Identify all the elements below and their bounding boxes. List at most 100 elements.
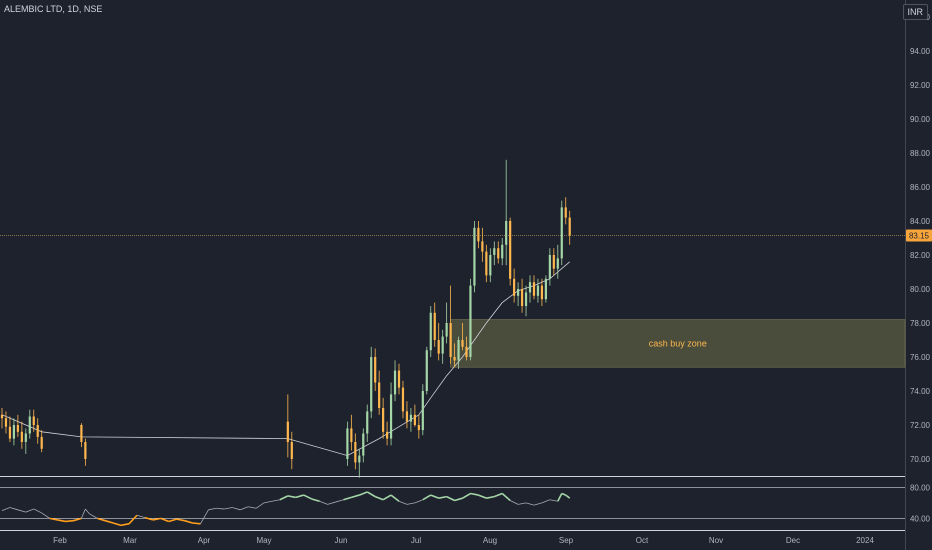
candle-body	[457, 340, 460, 361]
candle-body	[12, 425, 16, 439]
candle-body	[362, 433, 365, 456]
rsi-segment	[176, 518, 185, 522]
rsi-segment	[430, 494, 439, 499]
rsi-segment	[49, 517, 58, 521]
symbol-label: ALEMBIC LTD, 1D, NSE	[4, 4, 103, 14]
candle-body	[389, 394, 393, 439]
candle-body	[346, 428, 349, 459]
rsi-segment	[509, 500, 519, 505]
rsi-segment	[366, 491, 376, 498]
candle-body	[465, 346, 468, 357]
candle-body	[374, 357, 377, 383]
rsi-segment	[120, 523, 130, 527]
rsi-segment	[112, 522, 122, 527]
rsi-segment	[97, 517, 106, 522]
rsi-segment	[454, 497, 463, 502]
candle-body	[28, 416, 31, 434]
x-tick-label: May	[256, 536, 271, 545]
candle-body	[290, 442, 293, 459]
rsi-segment	[351, 494, 360, 499]
candle-body	[429, 312, 432, 351]
y-tick-label: 90.00	[910, 115, 931, 124]
rsi-segment	[561, 492, 567, 496]
candle-body	[366, 411, 369, 434]
candle-body	[449, 323, 452, 357]
rsi-segment	[200, 509, 209, 524]
candle-body	[4, 418, 8, 427]
rsi-segment	[311, 498, 320, 503]
y-tick-label: 72.00	[910, 421, 931, 430]
rsi-segment	[57, 519, 66, 523]
y-tick-label: 80.00	[910, 285, 931, 294]
x-tick-label: Sep	[559, 536, 574, 545]
rsi-segment	[565, 494, 571, 499]
candle-body	[20, 431, 23, 442]
rsi-segment	[136, 514, 146, 518]
rsi-segment	[25, 508, 34, 513]
rsi-segment	[414, 499, 423, 504]
candle-body	[405, 411, 409, 422]
cash-buy-zone	[450, 319, 906, 368]
candle-body	[528, 282, 532, 293]
rsi-segment	[486, 495, 495, 499]
rsi-segment	[271, 499, 280, 502]
rsi-segment	[398, 500, 408, 505]
rsi-segment	[263, 500, 273, 504]
rsi-segment	[216, 507, 225, 510]
x-tick-label: Aug	[483, 536, 497, 545]
candle-body	[509, 221, 512, 279]
rsi-segment	[525, 502, 535, 506]
x-tick-label: Jul	[411, 536, 421, 545]
rsi-segment	[549, 499, 558, 502]
candle-body	[286, 421, 289, 442]
candle-body	[358, 455, 361, 463]
candle-body	[417, 425, 420, 431]
candle-body	[560, 207, 563, 259]
last-price-tag	[906, 229, 932, 242]
candle-body	[413, 414, 416, 425]
rsi-segment	[335, 499, 344, 503]
candle-body	[536, 285, 540, 296]
candle-body	[540, 285, 544, 300]
y-tick-label: 82.00	[910, 251, 931, 260]
candle-body	[477, 227, 480, 242]
currency-button[interactable]: INR	[902, 4, 928, 20]
candle-body	[552, 255, 555, 269]
candle-body	[505, 221, 508, 245]
rsi-segment	[248, 506, 257, 509]
candle-body	[382, 408, 385, 432]
candle-body	[493, 248, 496, 255]
y-tick-label: 78.00	[910, 319, 931, 328]
candle-body	[517, 289, 520, 296]
x-tick-label: Mar	[123, 536, 137, 545]
x-tick-label: 2024	[856, 536, 874, 545]
candle-body	[497, 248, 500, 259]
rsi-segment	[17, 509, 26, 513]
candle-body	[393, 370, 397, 395]
candle-body	[481, 241, 484, 252]
rsi-segment	[406, 502, 415, 505]
rsi-segment	[73, 517, 82, 522]
rsi-segment	[493, 492, 503, 498]
candle-body	[397, 370, 401, 388]
candle-body	[36, 425, 39, 437]
candle-body	[40, 436, 43, 449]
x-tick-label: Apr	[198, 536, 211, 545]
y-tick-label: 84.00	[910, 217, 931, 226]
rsi-segment	[501, 492, 511, 502]
candle-body	[80, 425, 83, 442]
candle-body	[354, 442, 357, 463]
candle-body	[401, 387, 405, 412]
rsi-segment	[303, 494, 313, 500]
rsi-segment	[462, 492, 471, 499]
candle-body	[437, 340, 440, 354]
candle-body	[16, 425, 19, 432]
candle-body	[24, 433, 27, 442]
candle-body	[461, 340, 464, 347]
candle-body	[433, 312, 436, 340]
rsi-segment	[232, 507, 241, 511]
rsi-segment	[184, 519, 193, 524]
y-tick-label: 86.00	[910, 183, 931, 192]
